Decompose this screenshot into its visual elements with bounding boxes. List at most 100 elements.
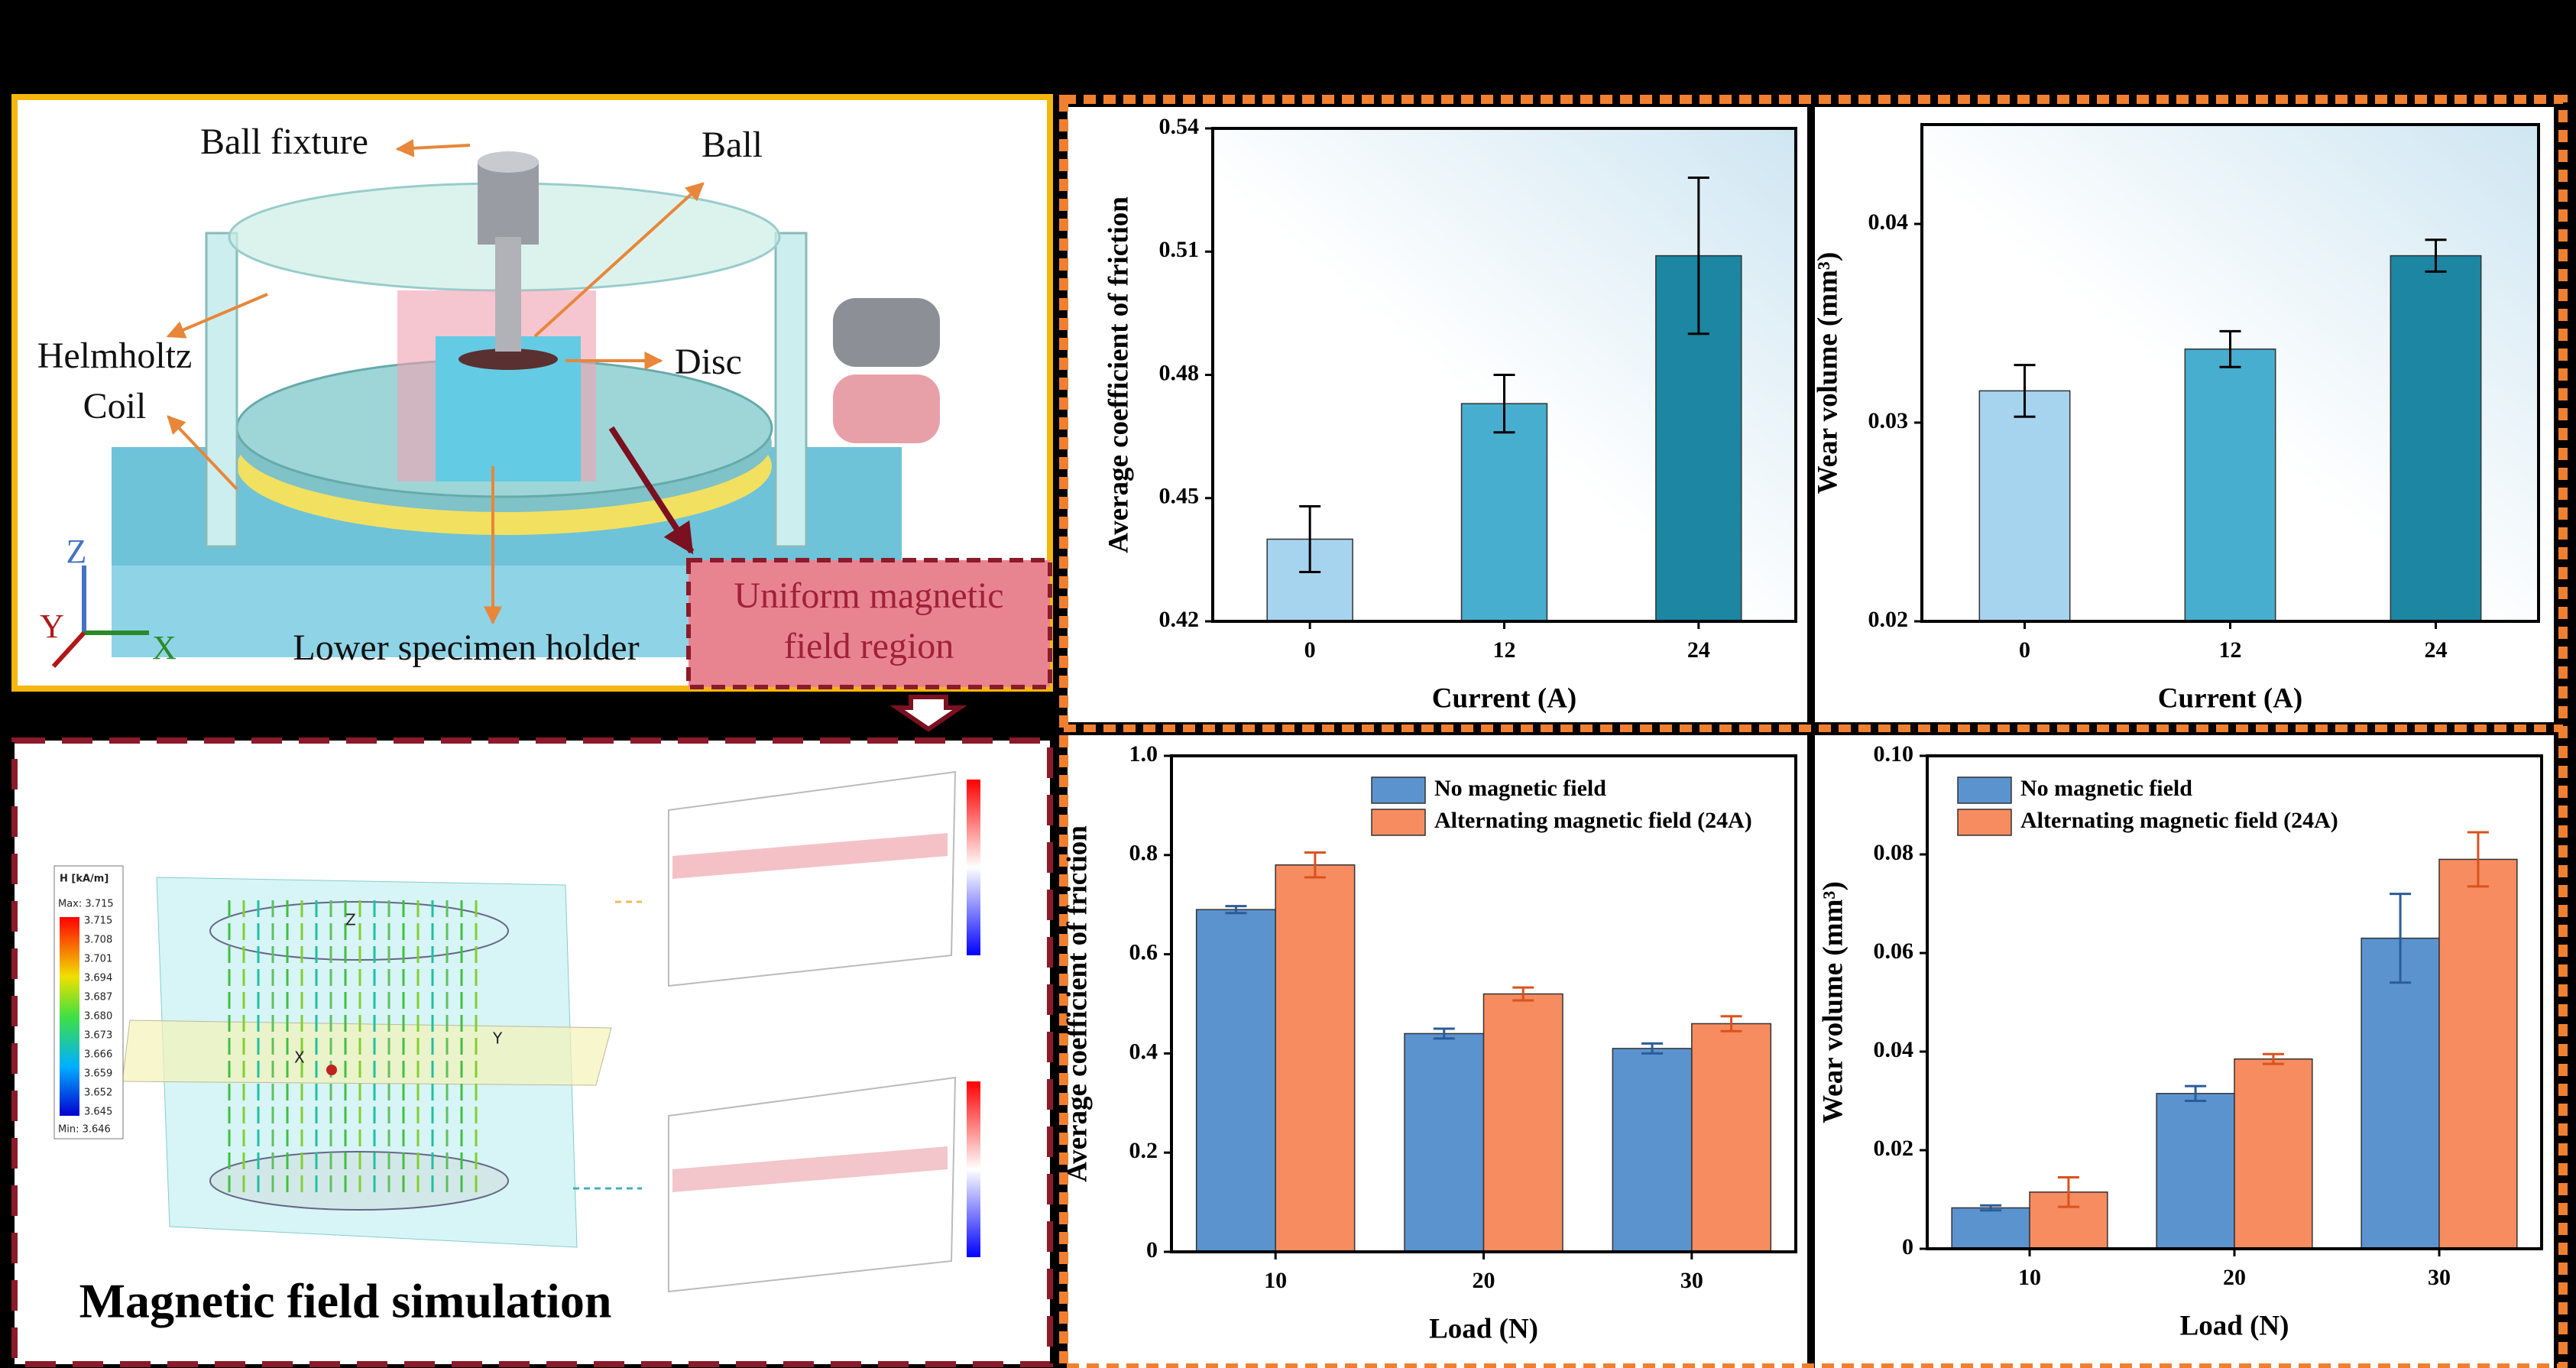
- bar: [2234, 1058, 2313, 1250]
- y-tick-label: 0.54: [1159, 114, 1200, 139]
- error-bar: [1433, 1027, 1455, 1040]
- bar: [1404, 1032, 1485, 1253]
- x-tick-label: 0: [1304, 637, 1316, 663]
- y-tick-label: 0.10: [1874, 741, 1914, 767]
- x-axis-label: Current (A): [2158, 682, 2302, 714]
- error-bar: [2219, 329, 2241, 368]
- label: Lower specimen holder: [293, 627, 639, 668]
- x-tick-label: 24: [2425, 637, 2448, 663]
- x-axis-label: Load (N): [2180, 1310, 2289, 1341]
- y-tick-label: 0.4: [1129, 1039, 1158, 1064]
- x-tick-label: 20: [1473, 1268, 1495, 1293]
- y-tick-label: 0.08: [1874, 840, 1914, 865]
- error-bar: [1687, 177, 1709, 336]
- legend-label: No magnetic field: [2020, 776, 2192, 801]
- label: Ball: [702, 125, 763, 165]
- simulation-graphic: [53, 770, 980, 1293]
- colorbar-min: Min: 3.646: [58, 1124, 111, 1136]
- error-bar: [2467, 831, 2489, 888]
- colorbar-value: 3.694: [84, 973, 112, 984]
- y-axis-label: Average coefficient of friction: [1061, 825, 1093, 1182]
- bar: [1460, 403, 1548, 622]
- y-axis-label: Wear volume (mm³): [1817, 881, 1849, 1123]
- error-bar: [1225, 905, 1247, 915]
- y-tick-label: 0.04: [1868, 209, 1909, 235]
- plot-frame: [1920, 123, 2540, 623]
- bar: [1978, 390, 2071, 622]
- colorbar-title: H [kA/m]: [60, 874, 109, 885]
- y-tick-label: 0.02: [1874, 1136, 1914, 1161]
- plot-frame: [1211, 127, 1797, 623]
- y-tick-label: 0: [1902, 1234, 1913, 1259]
- label: Helmholtz: [37, 336, 193, 376]
- colorbar-value: 3.708: [84, 935, 112, 946]
- y-tick-label: 0.48: [1159, 360, 1200, 385]
- legend-label: Alternating magnetic field (24A): [2020, 808, 2338, 833]
- axis-label: Y: [40, 608, 64, 645]
- bar: [2184, 348, 2276, 622]
- x-tick-label: 10: [2018, 1265, 2041, 1290]
- x-axis-label: Current (A): [1432, 682, 1576, 714]
- colorbar-value: 3.701: [84, 954, 112, 965]
- legend-swatch: [1371, 776, 1426, 804]
- x-axis-label: Load (N): [1429, 1313, 1538, 1344]
- y-tick-label: 0.04: [1874, 1037, 1914, 1062]
- x-tick-label: 0: [2019, 637, 2030, 663]
- colorbar-value: 3.680: [84, 1011, 112, 1023]
- bar: [1691, 1023, 1772, 1253]
- axis-label: X: [152, 629, 177, 666]
- error-bar: [2057, 1175, 2079, 1208]
- axis-label: Z: [66, 533, 87, 570]
- colorbar-value: 3.687: [84, 992, 112, 1003]
- error-bar: [2185, 1084, 2207, 1102]
- bar: [1482, 993, 1563, 1253]
- error-bar: [1980, 1204, 2002, 1212]
- error-bar: [2390, 893, 2412, 984]
- colorbar-max: Max: 3.715: [58, 899, 114, 910]
- y-tick-label: 0.51: [1159, 237, 1200, 262]
- label: Ball fixture: [200, 122, 368, 162]
- region-label: Uniform magnetic: [734, 575, 1003, 616]
- axis-label: X: [294, 1049, 305, 1067]
- x-tick-label: 10: [1264, 1268, 1287, 1293]
- y-tick-label: 0.42: [1159, 607, 1200, 632]
- error-bar: [1493, 374, 1515, 434]
- bar: [1275, 864, 1356, 1253]
- bar: [2438, 858, 2518, 1250]
- y-tick-label: 1.0: [1129, 741, 1158, 767]
- colorbar-value: 3.645: [84, 1107, 112, 1118]
- error-bar: [1641, 1042, 1664, 1055]
- error-bar: [2014, 364, 2036, 418]
- region-box: [686, 558, 1052, 689]
- error-bar: [2262, 1052, 2284, 1065]
- x-tick-label: 12: [1493, 637, 1516, 663]
- axis-label: Z: [345, 911, 356, 929]
- legend-label: Alternating magnetic field (24A): [1434, 808, 1752, 833]
- x-tick-label: 30: [1680, 1268, 1703, 1293]
- error-bar: [1720, 1015, 1742, 1032]
- y-axis-label: Average coefficient of friction: [1103, 196, 1134, 553]
- y-tick-label: 0: [1146, 1237, 1158, 1263]
- axis-label: Y: [492, 1029, 503, 1048]
- y-tick-label: 0.45: [1159, 484, 1200, 509]
- y-axis-label: Wear volume (mm³): [1812, 252, 1843, 494]
- plot-frame: [1926, 754, 2543, 1250]
- label: Coil: [83, 386, 147, 426]
- label: Disc: [675, 342, 742, 382]
- colorbar-value: 3.652: [84, 1088, 112, 1099]
- x-tick-label: 24: [1687, 637, 1710, 663]
- colorbar-value: 3.673: [84, 1030, 112, 1042]
- error-bar: [2425, 238, 2447, 273]
- simulation-title: Magnetic field simulation: [79, 1274, 612, 1328]
- legend-swatch: [1957, 809, 2012, 836]
- y-tick-label: 0.8: [1129, 841, 1158, 866]
- y-tick-label: 0.2: [1129, 1138, 1158, 1163]
- bar: [2156, 1093, 2235, 1250]
- y-tick-label: 0.06: [1874, 938, 1914, 964]
- x-tick-label: 12: [2219, 637, 2242, 663]
- down-arrow: [889, 695, 967, 732]
- y-tick-label: 0.02: [1868, 607, 1909, 632]
- error-bar: [1299, 505, 1321, 573]
- bar: [1951, 1207, 2030, 1250]
